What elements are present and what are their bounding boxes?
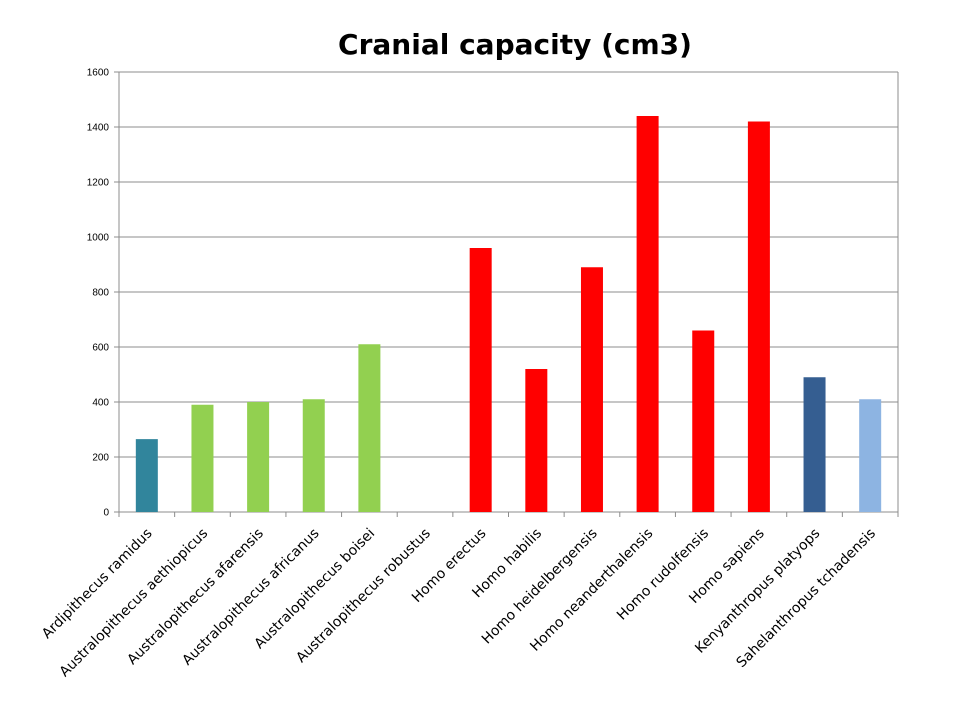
x-tick-label: Ardipithecus ramidus — [39, 526, 156, 643]
bar — [859, 399, 882, 512]
bar — [358, 344, 381, 512]
bar — [636, 116, 659, 512]
bar — [747, 121, 770, 512]
bar — [580, 267, 603, 512]
y-tick-label: 1200 — [87, 178, 110, 189]
axes — [114, 71, 899, 517]
y-tick-label: 1600 — [87, 68, 110, 79]
y-tick-label: 400 — [92, 398, 109, 409]
y-tick-label: 1400 — [87, 123, 110, 134]
bars — [135, 116, 882, 512]
bar — [135, 439, 158, 512]
y-tick-labels: 0 200 400 600 800 1000 1200 1400 1600 — [87, 68, 110, 519]
y-tick-label: 0 — [103, 508, 109, 519]
bar — [191, 404, 214, 512]
x-tick-label: Homo heidelbergensis — [479, 526, 601, 648]
y-tick-label: 1000 — [87, 233, 110, 244]
bar — [469, 248, 492, 512]
y-tick-label: 600 — [92, 343, 109, 354]
x-tick-label: Homo rudolfensis — [614, 526, 712, 624]
gridlines — [119, 71, 898, 513]
chart-title: Cranial capacity (cm3) — [338, 28, 692, 61]
bar — [525, 369, 548, 512]
y-tick-label: 800 — [92, 288, 109, 299]
y-tick-label: 200 — [92, 453, 109, 464]
bar — [803, 377, 826, 512]
bar — [302, 399, 325, 512]
bar — [692, 330, 715, 512]
bar — [247, 402, 270, 512]
